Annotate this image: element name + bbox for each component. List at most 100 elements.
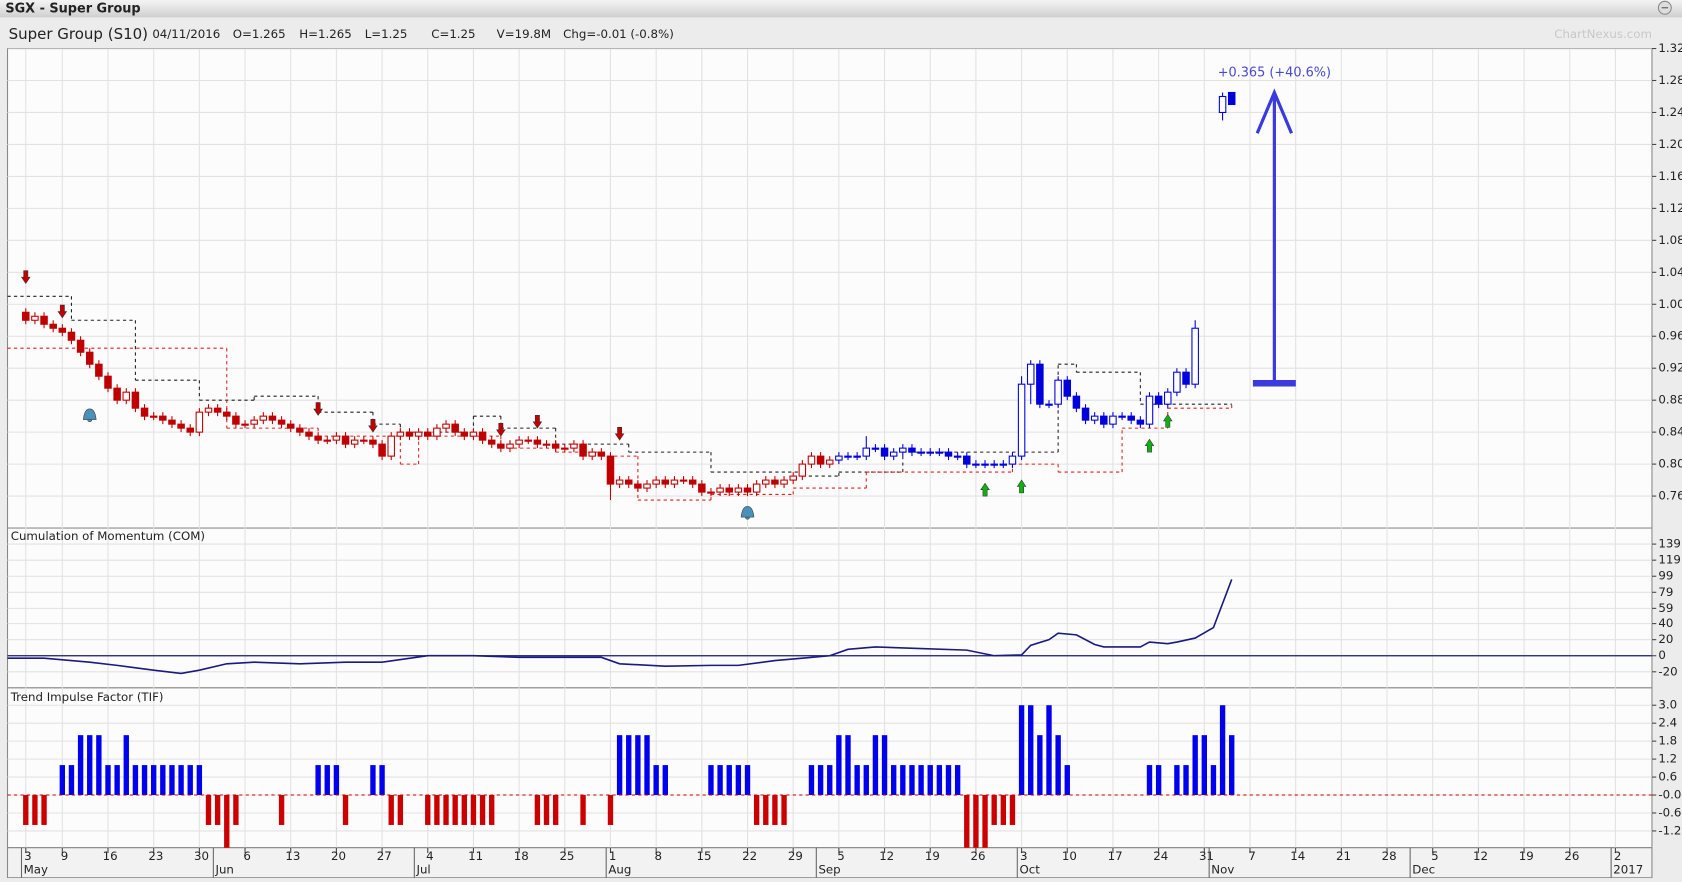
tif-bar — [772, 795, 778, 825]
sell-signal — [20, 270, 31, 285]
candle-body — [378, 443, 386, 457]
candle-body — [624, 479, 633, 485]
tif-bar — [982, 795, 988, 848]
tif-bar — [726, 765, 732, 796]
month-label: 2017 — [1613, 863, 1643, 877]
y-tick-label: 2.4 — [1658, 716, 1677, 730]
tif-bar — [845, 735, 851, 796]
tif-bar — [881, 735, 888, 796]
y-tick-label: 0.88 — [1658, 393, 1682, 407]
month-label: Nov — [1211, 863, 1234, 877]
y-tick-label: 1.08 — [1658, 233, 1682, 247]
candle-body — [935, 451, 944, 454]
tif-bar — [233, 795, 239, 825]
candle-body — [780, 479, 788, 485]
y-tick-label: -20 — [1658, 664, 1677, 678]
buy-signal — [1144, 438, 1155, 453]
sell-signal — [614, 427, 625, 441]
tif-bar — [425, 795, 431, 825]
tif-bar — [927, 765, 933, 796]
x-tick-label: 12 — [879, 849, 894, 863]
y-tick-label: 0.96 — [1658, 329, 1682, 343]
candle-body — [305, 431, 313, 437]
x-tick-label: 4 — [426, 849, 434, 863]
x-tick-label: 29 — [788, 849, 803, 863]
candle-body — [204, 407, 213, 413]
tif-bar — [224, 795, 230, 848]
x-tick-label: 26 — [1564, 849, 1579, 863]
tif-bar — [708, 765, 714, 796]
candle-body — [58, 327, 67, 333]
x-tick-label: 6 — [243, 849, 251, 863]
candle-body — [478, 431, 487, 441]
x-tick-label: 13 — [285, 849, 300, 863]
tif-bar — [854, 765, 860, 796]
tif-bar — [178, 765, 184, 796]
tif-bar — [379, 765, 385, 796]
tif-bar — [333, 765, 340, 796]
candle-body — [168, 419, 176, 425]
tif-bar — [763, 795, 769, 825]
tif-plot — [7, 687, 1652, 848]
tif-bar — [1174, 765, 1180, 796]
tif-bar — [1009, 795, 1016, 825]
candle-body — [661, 479, 670, 485]
x-tick-label: 28 — [1382, 849, 1397, 863]
candle-body — [232, 415, 240, 425]
x-tick-label: 7 — [1248, 849, 1256, 863]
candle-body — [1026, 363, 1035, 385]
info-change: Chg=-0.01 (-0.8%) — [563, 27, 674, 41]
candle-body — [497, 443, 505, 449]
tif-bar — [160, 765, 166, 796]
candle-body — [487, 439, 496, 445]
tif-bar — [489, 795, 495, 825]
candle-body — [734, 487, 743, 493]
candle-body — [743, 487, 752, 493]
tif-bar — [105, 765, 111, 796]
candle-body — [223, 411, 231, 417]
candle-body — [1173, 371, 1181, 393]
tif-bar — [315, 765, 321, 796]
x-tick-label: 18 — [514, 849, 529, 863]
candle-body — [1154, 395, 1163, 405]
candle-body — [1100, 415, 1108, 425]
candle-body — [1017, 383, 1026, 457]
arrow-head — [1255, 88, 1294, 134]
tif-bar — [214, 795, 221, 825]
candle-body — [1072, 395, 1081, 409]
y-tick-label: 3.0 — [1658, 698, 1677, 712]
candle-body — [259, 415, 268, 421]
tif-bar — [808, 765, 815, 796]
tif-bar — [909, 765, 915, 796]
candle-body — [588, 451, 596, 457]
candle-body — [1145, 395, 1154, 425]
sell-signal — [313, 402, 323, 416]
candle-body — [606, 455, 615, 485]
info-close: C=1.25 — [431, 27, 475, 41]
candle-body — [561, 447, 569, 450]
candle-body — [716, 487, 724, 493]
candle-body — [1090, 415, 1099, 421]
candle-body — [341, 435, 350, 445]
candle-body — [424, 431, 432, 437]
tif-bar — [151, 765, 157, 796]
com-line — [7, 579, 1233, 675]
tif-bar — [452, 795, 458, 825]
tif-bar — [936, 765, 943, 796]
tif-bar — [973, 795, 979, 848]
candle-body — [762, 479, 770, 485]
tif-bar — [644, 735, 650, 796]
candle-body — [853, 455, 861, 458]
candle-body — [22, 311, 30, 321]
x-tick-label: 24 — [1153, 849, 1168, 863]
tif-bar — [653, 765, 659, 796]
x-tick-label: 5 — [1431, 849, 1439, 863]
candle-body — [1045, 403, 1053, 406]
candle-body — [241, 423, 249, 426]
y-tick-label: 40 — [1658, 616, 1673, 630]
tif-bar — [662, 765, 668, 796]
y-tick-label: -1.2 — [1658, 823, 1681, 837]
candle-body — [1164, 391, 1172, 405]
tif-bar — [169, 765, 175, 796]
